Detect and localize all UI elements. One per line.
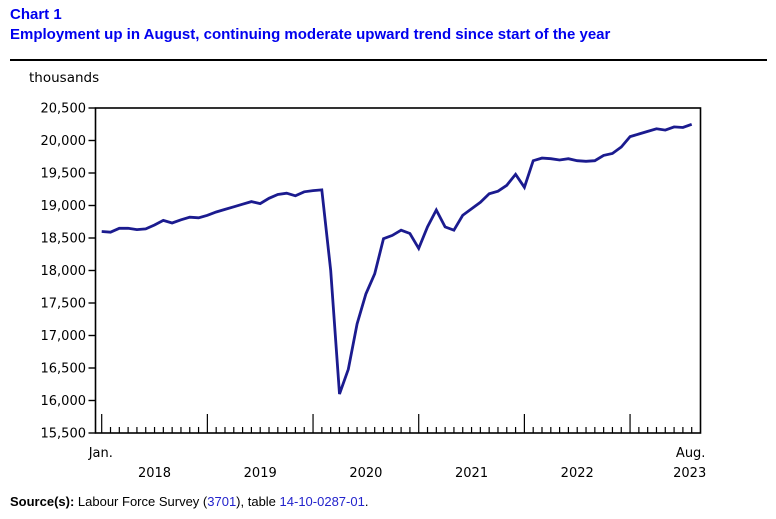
- x-year-label: 2019: [244, 466, 277, 481]
- x-first-month-label: Jan.: [88, 446, 113, 461]
- y-tick-label: 17,000: [41, 329, 87, 344]
- employment-line: [101, 122, 693, 395]
- source-text-3: .: [364, 494, 369, 509]
- y-axis-unit-label: thousands: [29, 70, 100, 86]
- y-tick-label: 18,000: [41, 264, 87, 279]
- source-prefix: Source(s):: [10, 494, 75, 509]
- x-end-year-label: 2023: [673, 466, 706, 481]
- y-tick-label: 18,500: [41, 232, 87, 247]
- y-tick-label: 16,000: [41, 394, 87, 409]
- y-tick-label: 20,000: [41, 134, 87, 149]
- source-note: Source(s): Labour Force Survey (3701), t…: [10, 494, 368, 509]
- source-text-1: Labour Force Survey (: [74, 494, 208, 509]
- survey-number-link[interactable]: 3701: [207, 494, 237, 509]
- chart-number: Chart 1: [10, 6, 62, 23]
- header-divider: [10, 59, 767, 61]
- y-tick-label: 16,500: [41, 362, 87, 377]
- source-text-2: ), table: [236, 494, 280, 509]
- x-year-label: 2020: [349, 466, 382, 481]
- chart-header: Chart 1 Employment up in August, continu…: [10, 5, 770, 45]
- x-year-label: 2018: [138, 466, 171, 481]
- y-tick-label: 19,500: [41, 167, 87, 182]
- chart-canvas: 20,500 20,000 19,500 19,000 18,500 18,000 17,5…: [41, 102, 707, 482]
- x-last-month-label: Aug.: [676, 446, 706, 461]
- plot-frame: [94, 107, 702, 434]
- y-tick-label: 17,500: [41, 297, 87, 312]
- chart-title: Employment up in August, continuing mode…: [10, 26, 611, 43]
- y-tick-label: 19,000: [41, 199, 87, 214]
- y-tick-label: 15,500: [41, 427, 87, 442]
- x-year-label: 2021: [455, 466, 488, 481]
- x-year-label: 2022: [561, 466, 594, 481]
- y-tick-label: 20,500: [41, 102, 87, 117]
- table-number-link[interactable]: 14-10-0287-01: [279, 494, 365, 509]
